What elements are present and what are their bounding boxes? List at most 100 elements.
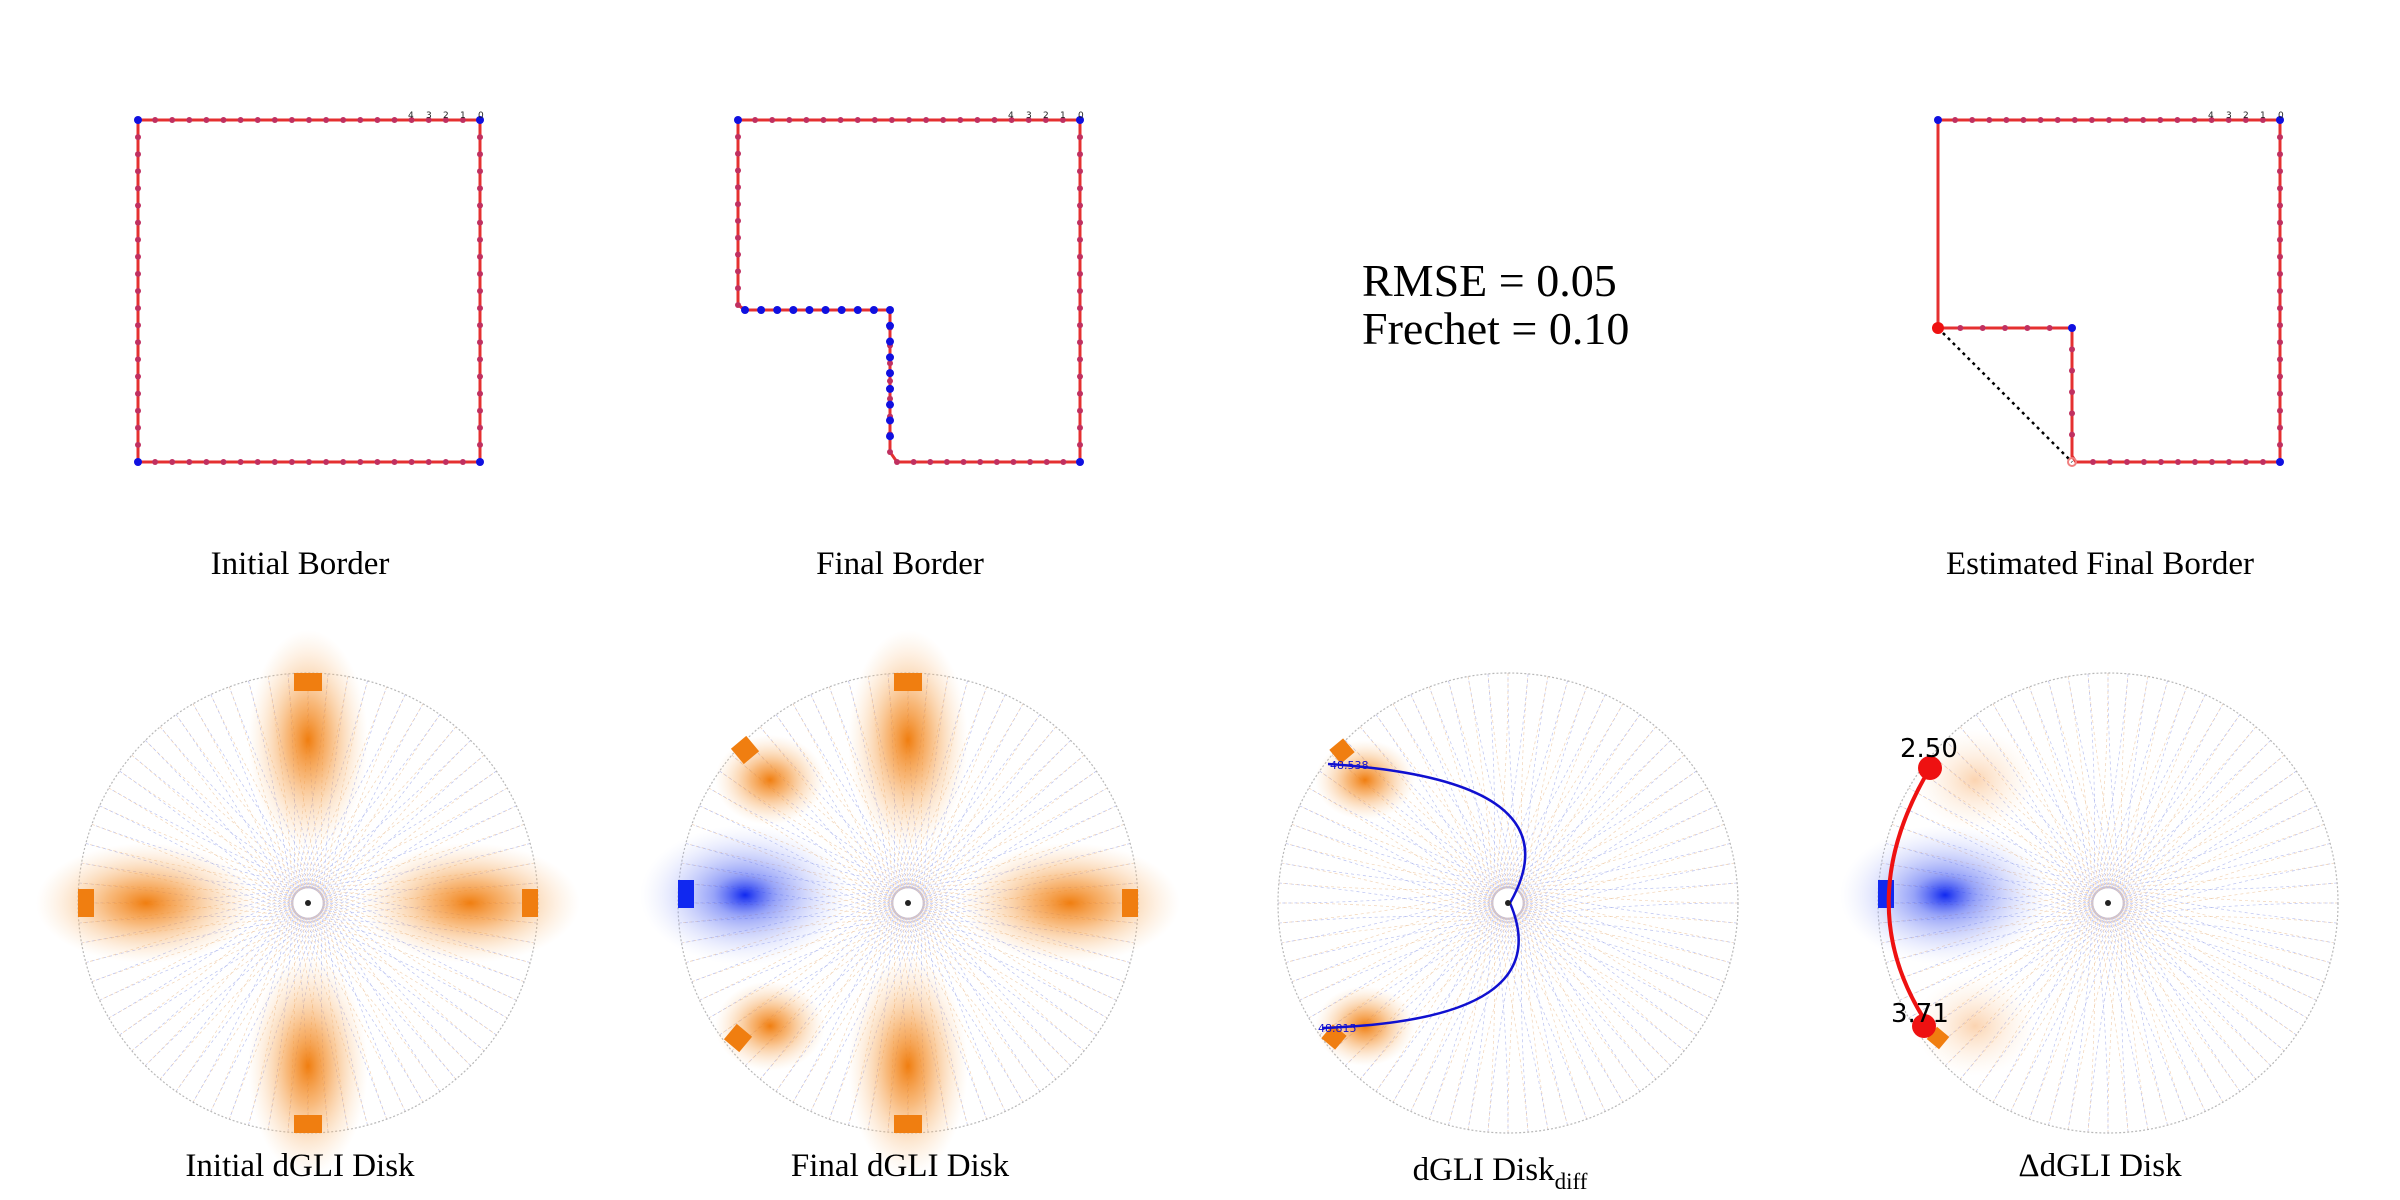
border-point [2141,459,2147,465]
initial-border-curve [136,118,482,464]
border-point [374,459,381,465]
border-point [888,117,895,123]
disk-peak-right [1122,889,1138,917]
border-point [459,459,466,465]
disk-mesh-line [1281,862,1738,890]
border-point [477,339,483,346]
border-point [735,150,741,157]
border-point [894,459,900,465]
border-point [886,353,894,362]
tick-label: 4 [2208,111,2214,121]
border-corner-point [734,116,742,124]
tick-label: 4 [408,111,414,121]
border-point [135,339,141,346]
final-dgli-disk: Final dGLI Disk [640,630,1180,1184]
estimated-border-caption: Estimated Final Border [1946,546,2254,582]
final-border-tick-labels: 4 3 2 1 0 [1008,111,1084,121]
border-point [152,459,159,465]
tick-label: 4 [1008,111,1014,121]
tick-label: 2 [443,111,449,121]
tick-label: 2 [2243,111,2249,121]
border-point [957,117,964,123]
border-point [735,201,741,208]
border-point [477,219,483,226]
disk-peak-upper-left [730,735,760,765]
final-dgli-disk-caption: Final dGLI Disk [791,1148,1010,1184]
border-point [1059,117,1066,123]
border-point [135,168,141,175]
border-point [477,441,483,448]
border-point [135,390,141,397]
disk-peak-bottom [894,1115,922,1133]
disk-mesh-line [1881,862,2338,890]
border-point [477,253,483,260]
border-point [425,459,432,465]
disk-lobe-upper-left [1315,740,1415,820]
disk-lobe-bottom [848,956,968,1176]
border-point [477,151,483,158]
estimated-border-points [1934,116,2284,466]
border-point [220,459,227,465]
delta-dgli-disk: 2.50 3.71 ΔdGLI Disk [1840,672,2339,1184]
border-point [271,459,278,465]
border-point [203,459,210,465]
border-point [152,117,159,123]
initial-border-panel: 4 3 2 1 0 Initial Border [134,111,484,582]
border-point [943,459,950,465]
estimated-border-startpoint-marker [2067,457,2077,467]
frechet-text: Frechet = 0.10 [1362,303,1629,354]
disk-outline [1877,672,2339,1134]
border-point [837,306,846,314]
border-point [203,117,210,123]
border-point [2020,117,2027,123]
border-point [2037,117,2044,123]
border-point [2071,117,2078,123]
border-point [769,117,776,123]
disk-outline [1277,672,1739,1134]
border-point [2242,117,2249,123]
border-point [2277,168,2283,175]
border-point [786,117,793,123]
tick-label: 0 [2278,111,2284,121]
border-point [135,236,141,243]
border-corner-point [1076,458,1084,466]
final-border-points [734,116,1084,466]
border-point [1952,117,1959,123]
final-border-caption: Final Border [816,546,984,582]
final-border-curve [736,118,1082,464]
border-point [477,134,483,141]
border-point [2191,117,2198,123]
border-corner-point [2276,116,2284,124]
border-point [735,251,741,258]
border-point [254,459,261,465]
border-point [135,373,141,380]
border-point [1077,219,1083,226]
border-point [1077,424,1083,431]
border-point [1077,202,1083,209]
border-point [2208,117,2215,123]
disk-lobe-lower-left [715,981,825,1071]
estimated-border-curve [1936,118,2282,464]
border-point [1008,117,1015,123]
border-point [2174,117,2181,123]
border-point [735,302,741,308]
border-point [357,117,364,123]
border-corner-point [476,116,484,124]
disk-lobe-left-negative [640,825,850,965]
border-point [2090,459,2096,465]
border-point [735,184,741,191]
border-point [2069,346,2075,353]
border-point [1077,168,1083,175]
border-point [752,117,759,123]
rmse-text: RMSE = 0.05 [1362,255,1617,306]
border-point [886,306,894,314]
border-point [477,373,483,380]
border-point [887,395,893,402]
border-point [135,202,141,209]
border-point [2157,117,2164,123]
border-point [1969,117,1976,123]
border-corner-point [2068,324,2076,332]
tick-label: 3 [426,111,432,121]
diff-arc-label-bottom: 48.815 [1318,1022,1357,1035]
border-point [135,441,141,448]
